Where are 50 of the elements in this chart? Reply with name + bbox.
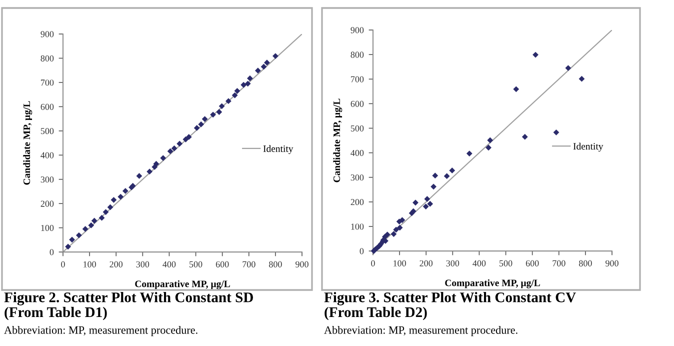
y-tick-label: 500 (40, 128, 54, 134)
x-tick-label: 800 (269, 261, 282, 268)
x-tick-label: 700 (552, 260, 566, 266)
text: Abbreviation: MP, measurement procedure. (324, 326, 518, 336)
x-tick-label: 900 (606, 260, 618, 266)
x-tick-label: 700 (242, 261, 256, 268)
text: Figure 2. Scatter Plot With Constant SD (From Table D1) (4, 292, 253, 320)
x-tick-label: 200 (110, 261, 123, 268)
y-tick-label: 400 (350, 150, 364, 156)
y-tick-label: 500 (350, 125, 364, 132)
y-tick-label: 600 (350, 100, 364, 107)
y-tick-label: 0 (360, 248, 364, 254)
y-tick-label: 200 (40, 200, 54, 207)
y-tick-label: 300 (40, 176, 54, 183)
text: Abbreviation: MP, measurement procedure. (4, 326, 198, 336)
x-tick-label: 0 (61, 261, 65, 268)
x-tick-label: 400 (472, 260, 486, 266)
x-tick-label: 300 (136, 261, 150, 268)
y-tick-label: 400 (40, 152, 54, 158)
x-tick-label: 600 (216, 261, 229, 268)
y-tick-label: 200 (350, 199, 364, 206)
x-tick-label: 0 (371, 260, 375, 266)
x-tick-label: 100 (394, 260, 406, 266)
legend-label: Identity (263, 145, 294, 154)
y-axis-title: Candidate MP, µg/L (333, 98, 342, 182)
y-tick-label: 100 (351, 224, 364, 230)
x-axis-title: Comparative MP, µg/L (445, 279, 540, 288)
x-tick-label: 500 (190, 261, 202, 268)
y-tick-label: 300 (350, 174, 364, 181)
x-tick-label: 200 (420, 260, 433, 266)
y-tick-label: 800 (350, 52, 364, 58)
y-tick-label: 900 (40, 31, 54, 38)
text: Figure 3. Scatter Plot With Constant CV (From Table D2) (324, 292, 576, 320)
x-tick-label: 100 (84, 261, 96, 268)
x-tick-label: 800 (579, 260, 592, 266)
y-tick-label: 700 (41, 80, 54, 86)
legend-label: Identity (573, 142, 604, 152)
y-tick-label: 0 (50, 249, 54, 256)
y-axis-title: Candidate MP, µg/L (23, 101, 32, 185)
x-tick-label: 400 (162, 261, 176, 268)
x-tick-label: 300 (446, 260, 460, 266)
x-tick-label: 900 (296, 261, 308, 268)
x-axis-title: Comparative MP, µg/L (135, 280, 230, 290)
y-tick-label: 700 (351, 76, 364, 82)
x-tick-label: 500 (500, 260, 512, 266)
y-tick-label: 800 (40, 55, 54, 62)
y-tick-label: 900 (350, 27, 364, 34)
y-tick-label: 100 (41, 224, 54, 231)
x-tick-label: 600 (526, 260, 539, 266)
y-tick-label: 600 (40, 104, 54, 110)
